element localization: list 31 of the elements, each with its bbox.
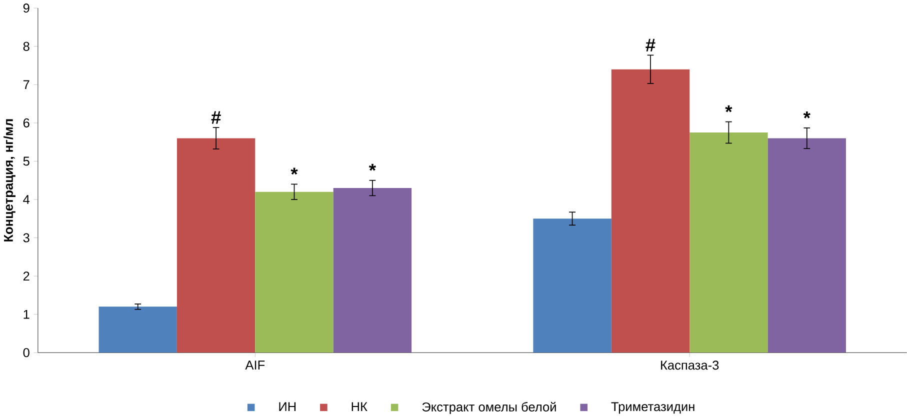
x-tick-label: Каспаза-3 [661, 360, 719, 370]
data-label: * [368, 164, 376, 171]
bar [333, 188, 412, 352]
bar [176, 138, 256, 352]
data-label: # [211, 111, 221, 124]
data-label: * [725, 105, 732, 112]
y-tick-label: 1 [24, 310, 30, 319]
legend-label: ИН [279, 402, 296, 411]
y-tick-label: 7 [23, 80, 30, 89]
data-label: * [803, 111, 810, 118]
bar [533, 218, 612, 352]
bar [255, 192, 334, 352]
bar [98, 306, 177, 352]
y-tick-label: 4 [23, 194, 30, 204]
data-label: # [646, 38, 656, 52]
y-tick-label: 0 [23, 348, 30, 358]
legend-label: Экстракт омелы белой [422, 402, 556, 414]
legend-label: НК [352, 402, 368, 411]
x-tick-label: AIF [245, 360, 265, 370]
y-tick-label: 9 [23, 3, 30, 12]
y-axis-title: Концетрация, нг/мл [4, 119, 16, 242]
bar [690, 132, 768, 352]
legend-label: Триметазидин [611, 402, 694, 414]
data-label: * [290, 168, 298, 174]
bar [768, 138, 846, 352]
y-tick-label: 5 [23, 156, 30, 166]
y-tick-label: 6 [23, 118, 30, 128]
y-tick-label: 8 [23, 42, 30, 51]
y-tick-label: 2 [23, 271, 30, 280]
bar [611, 69, 690, 352]
y-tick-label: 3 [23, 233, 30, 242]
